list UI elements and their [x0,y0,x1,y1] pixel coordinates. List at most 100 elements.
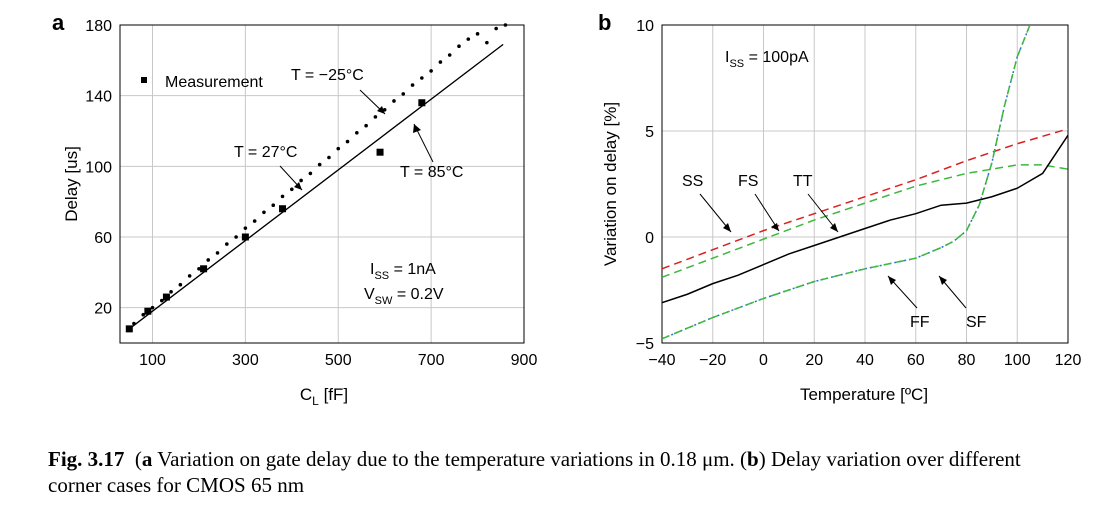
b-series-ff [662,25,1031,340]
a-ytick-label: 140 [85,89,112,106]
a-dot-point [373,115,378,119]
a-dot-point [494,26,498,31]
a-dot-point [299,178,303,183]
a-measurement-point [376,148,384,156]
a-dot-point [364,123,368,128]
b-xtick-label: −20 [699,352,726,369]
a-xtick-label: 500 [325,352,352,369]
a-dot-point [141,312,146,317]
a-ytick-label: 180 [85,18,112,35]
a-dot-point [327,155,331,160]
label-ff: FF [910,314,930,331]
a-dot-point [308,171,313,176]
panel-a-ylabel: Delay [us] [62,146,81,222]
a-frame-top [119,24,525,344]
a-xtick-label: 100 [139,352,166,369]
annotation-t-27: T = 27°C [234,144,297,161]
panel-b-label: b [598,10,611,35]
a-dot-point [429,69,433,73]
a-dot-point [225,242,229,246]
figure-caption: Fig. 3.17 (a Variation on gate delay due… [48,447,1021,497]
arrowhead-t-85 [413,124,421,133]
annotation-iss-b: ISS = 100pA [725,49,809,70]
b-xtick-label: 80 [958,352,976,369]
b-series-ss [662,128,1068,270]
panel-b-xlabel: Temperature [ºC] [800,385,928,404]
b-ytick-label: 10 [636,18,654,35]
a-dot-point [336,146,341,151]
a-dot-point [234,235,238,239]
b-xtick-label: −40 [648,352,675,369]
arrowhead-t-27 [294,182,302,190]
caption-part-a-text: Variation on gate delay due to the tempe… [152,447,748,471]
caption-fig-label: Fig. 3.17 [48,447,125,471]
b-ytick-label: 5 [645,124,654,141]
a-measurement-point [162,293,170,301]
b-xtick-label: 20 [805,352,823,369]
legend-marker [141,77,147,83]
panel-b-grid [661,24,1069,344]
panel-a: a 100 300 500 700 900 20 60 100 140 180 Delay [us… [52,10,537,408]
a-dot-point [197,267,201,271]
arrowhead-tt [830,223,838,232]
panel-a-marks [119,23,525,344]
a-dot-point [466,37,471,41]
annotation-t-85: T = 85°C [400,164,463,181]
b-ytick-label: −5 [636,336,654,353]
a-ytick-label: 60 [94,230,112,247]
a-dot-point [401,92,406,96]
a-xtick-label: 700 [418,352,445,369]
b-series-sf [662,25,1031,340]
a-dot-point [457,44,461,48]
a-measurement-point [200,265,208,273]
a-xtick-label: 300 [232,352,259,369]
a-dot-point [410,83,415,87]
b-series-fs [662,164,1068,278]
b-ytick-label: 0 [645,230,654,247]
label-fs: FS [738,173,758,190]
a-dot-point [355,130,359,135]
a-dot-point [280,194,285,199]
a-dot-point [271,203,276,207]
a-xtick-label: 900 [511,352,538,369]
panel-a-xlabel: CL [fF] [300,385,348,408]
a-dot-point [317,162,322,167]
label-tt: TT [793,173,813,190]
a-dot-point [150,305,155,310]
a-dot-point [485,40,489,45]
a-dot-point [262,210,266,215]
arrowhead-sf [939,276,947,285]
a-dot-point [345,139,350,144]
a-dot-point [447,53,452,57]
a-ytick-label: 100 [85,159,112,176]
caption-part-a-label: a [141,447,153,471]
a-dot-point [206,258,211,262]
annotation-iss: ISS = 1nA [370,261,436,282]
a-dot-point [178,282,183,287]
b-xtick-label: 100 [1004,352,1031,369]
a-dot-point [475,32,480,36]
label-sf: SF [966,314,987,331]
legend-measurement: Measurement [165,74,263,91]
a-dot-point [382,108,387,112]
a-dot-point [169,289,173,294]
a-ytick-label: 20 [94,301,112,318]
panel-b: b −40 −20 0 20 40 60 80 100 120 −5 0 5 10 Variation … [598,10,1081,404]
a-dot-point [392,99,396,103]
panel-b-ylabel: Variation on delay [%] [601,102,620,266]
a-dot-point [159,298,164,303]
a-series-line-3 [128,43,504,330]
annotation-t-minus25: T = −25°C [291,67,364,84]
a-dot-point [290,187,294,192]
b-xtick-label: 60 [907,352,925,369]
b-frame-top [661,24,1069,344]
panel-a-ticks: 100 300 500 700 900 20 60 100 140 180 [85,18,537,369]
arrowhead-ss [723,223,731,232]
b-xtick-label: 0 [759,352,768,369]
b-xtick-label: 40 [856,352,874,369]
a-measurement-point [279,205,287,213]
a-measurement-point [241,233,249,241]
label-ss: SS [682,173,703,190]
a-dot-point [438,60,443,64]
